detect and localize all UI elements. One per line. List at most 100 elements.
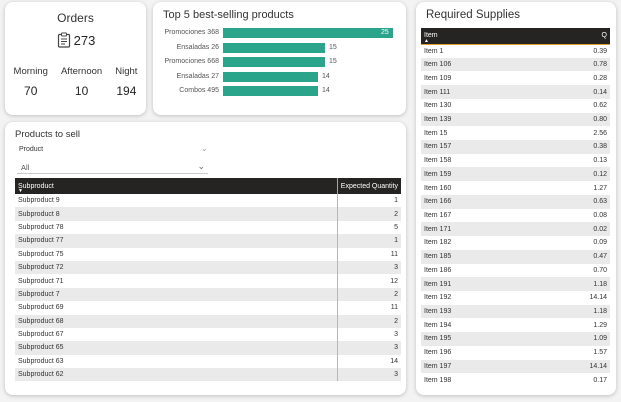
expected-quantity-cell: 11 bbox=[336, 301, 401, 315]
table-row[interactable]: Item 130 0.62 bbox=[421, 99, 610, 113]
table-row[interactable]: Subproduct 62 3 bbox=[15, 368, 401, 382]
table-row[interactable]: Item 158 0.13 bbox=[421, 154, 610, 168]
item-cell: Item 194 bbox=[424, 321, 452, 329]
top5-chart-card: Top 5 best-selling products Promociones … bbox=[153, 2, 406, 115]
table-row[interactable]: Subproduct 75 11 bbox=[15, 247, 401, 261]
table-row[interactable]: Item 111 0.14 bbox=[421, 85, 610, 99]
table-row[interactable]: Item 194 1.29 bbox=[421, 318, 610, 332]
table-row[interactable]: Subproduct 78 5 bbox=[15, 220, 401, 235]
expected-quantity-cell: 3 bbox=[336, 341, 401, 355]
table-row[interactable]: Item 106 0.78 bbox=[421, 57, 610, 72]
table-row[interactable]: Subproduct 63 14 bbox=[15, 354, 401, 369]
table-row[interactable]: Item 160 1.27 bbox=[421, 181, 610, 195]
item-cell: Item 111 bbox=[421, 85, 570, 99]
table-row[interactable]: Subproduct 77 1 bbox=[15, 234, 401, 248]
table-row[interactable]: Item 157 0.38 bbox=[421, 140, 610, 154]
quantity-cell: 0.47 bbox=[570, 249, 610, 264]
expected-quantity-cell: 12 bbox=[336, 274, 401, 288]
table-row[interactable]: Subproduct 9 1 bbox=[15, 194, 401, 208]
subproduct-cell: Subproduct 65 bbox=[15, 341, 337, 355]
table-row[interactable]: Item 139 0.80 bbox=[421, 112, 610, 127]
subproduct-cell: Subproduct 9 bbox=[18, 197, 60, 205]
table-row[interactable]: Item 1 0.39 bbox=[421, 44, 610, 58]
quantity-cell: 0.39 bbox=[593, 47, 607, 55]
product-slicer-dropdown[interactable]: All ⌄ bbox=[17, 160, 208, 174]
table-row[interactable]: Item 197 14.14 bbox=[421, 359, 610, 374]
column-header-label: Item bbox=[424, 32, 438, 40]
table-row[interactable]: Subproduct 69 11 bbox=[15, 301, 401, 315]
table-row[interactable]: Item 193 1.18 bbox=[421, 304, 610, 319]
category-label: Promociones 368 bbox=[164, 29, 219, 36]
expected-quantity-cell: 14 bbox=[336, 354, 401, 369]
subproduct-cell: Subproduct 72 bbox=[15, 260, 337, 275]
orders-card: Orders 273 Morning 70 Afternoon 10 Night… bbox=[5, 2, 146, 115]
item-cell: Item 1 bbox=[424, 47, 444, 55]
table-row[interactable]: Subproduct 65 3 bbox=[15, 341, 401, 355]
subproduct-cell: Subproduct 68 bbox=[15, 314, 337, 328]
supplies-table: Item ▲ Q Item 1 0.39 Item 106 0.78 Item 109 0… bbox=[421, 28, 610, 387]
table-row[interactable]: Item 182 0.09 bbox=[421, 236, 610, 250]
table-row[interactable]: Subproduct 72 3 bbox=[15, 260, 401, 275]
subproduct-cell: Subproduct 71 bbox=[18, 277, 64, 285]
bar[interactable] bbox=[223, 42, 325, 53]
bar-row[interactable]: Promociones 668 15 bbox=[153, 57, 406, 67]
column-header-expected-quantity[interactable]: Expected Quantity bbox=[336, 178, 401, 194]
item-cell: Item 196 bbox=[424, 349, 452, 357]
item-cell: Item 198 bbox=[424, 376, 452, 384]
quantity-cell: 0.38 bbox=[570, 140, 610, 154]
data-label: 14 bbox=[322, 87, 330, 94]
table-row[interactable]: Item 186 0.70 bbox=[421, 264, 610, 278]
table-row[interactable]: Item 171 0.02 bbox=[421, 222, 610, 237]
table-row[interactable]: Item 185 0.47 bbox=[421, 249, 610, 264]
data-label: 15 bbox=[329, 58, 337, 65]
column-header-item[interactable]: Item ▲ bbox=[421, 28, 570, 45]
orders-by-shift: Morning 70 Afternoon 10 Night 194 bbox=[5, 66, 146, 98]
column-header-subproduct[interactable]: Subproduct ▼ bbox=[15, 178, 337, 194]
quantity-cell: 0.17 bbox=[593, 376, 607, 384]
column-header-q[interactable]: Q bbox=[570, 28, 610, 45]
bar-row[interactable]: Combos 495 14 bbox=[153, 86, 406, 96]
table-row[interactable]: Item 191 1.18 bbox=[421, 277, 610, 291]
table-row[interactable]: Subproduct 67 3 bbox=[15, 327, 401, 342]
expected-quantity-cell: 2 bbox=[336, 207, 401, 221]
expected-quantity-cell: 1 bbox=[336, 234, 401, 248]
quantity-cell: 0.28 bbox=[593, 74, 607, 82]
table-row[interactable]: Item 166 0.63 bbox=[421, 194, 610, 209]
table-row[interactable]: Item 198 0.17 bbox=[421, 373, 610, 387]
products-to-sell-card: Products to sell Product ⌄ All ⌄ Subprod… bbox=[5, 122, 406, 395]
shift-label: Morning bbox=[13, 66, 48, 77]
bar[interactable] bbox=[223, 71, 318, 82]
bar-row[interactable]: Ensaladas 27 14 bbox=[153, 71, 406, 82]
item-cell: Item 186 bbox=[424, 266, 452, 274]
table-row[interactable]: Item 167 0.08 bbox=[421, 209, 610, 223]
table-row[interactable]: Item 159 0.12 bbox=[421, 167, 610, 182]
table-row[interactable]: Item 15 2.56 bbox=[421, 126, 610, 140]
table-row[interactable]: Subproduct 68 2 bbox=[15, 314, 401, 328]
item-cell: Item 182 bbox=[424, 239, 452, 247]
quantity-cell: 1.29 bbox=[593, 321, 607, 329]
table-row[interactable]: Item 109 0.28 bbox=[421, 71, 610, 85]
bar-row[interactable]: Promociones 368 25 bbox=[153, 28, 406, 38]
expected-quantity-cell: 2 bbox=[336, 314, 401, 328]
item-cell: Item 185 bbox=[421, 249, 570, 264]
bar-row[interactable]: Ensaladas 26 15 bbox=[153, 42, 406, 53]
item-cell: Item 171 bbox=[421, 222, 570, 237]
bar[interactable] bbox=[223, 28, 393, 38]
table-row[interactable]: Item 196 1.57 bbox=[421, 346, 610, 360]
table-row[interactable]: Item 195 1.09 bbox=[421, 332, 610, 346]
data-label: 15 bbox=[329, 43, 337, 51]
orders-total: 273 bbox=[5, 32, 146, 48]
expected-quantity-cell: 3 bbox=[336, 368, 401, 382]
quantity-cell: 14.14 bbox=[589, 294, 607, 302]
quantity-cell: 0.70 bbox=[593, 266, 607, 274]
table-row[interactable]: Subproduct 71 12 bbox=[15, 274, 401, 288]
table-row[interactable]: Item 192 14.14 bbox=[421, 291, 610, 305]
sort-ascending-icon: ▼ bbox=[18, 188, 23, 194]
subproduct-cell: Subproduct 62 bbox=[15, 368, 337, 382]
slicer-collapse-icon[interactable]: ⌄ bbox=[201, 144, 208, 153]
bar[interactable] bbox=[223, 86, 318, 96]
bar[interactable] bbox=[223, 57, 325, 67]
column-header-label: Q bbox=[601, 32, 607, 40]
